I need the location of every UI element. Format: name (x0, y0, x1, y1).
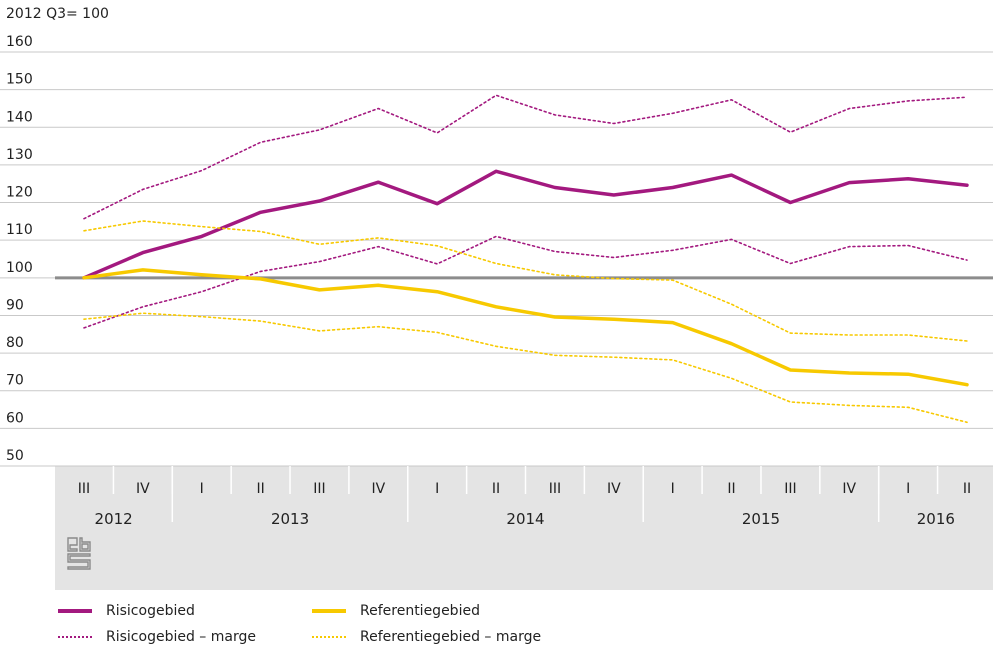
x-tick-label-11: II (727, 481, 735, 497)
x-tick-label-9: IV (607, 481, 621, 497)
x-tick-label-0: III (78, 481, 90, 497)
x-tick-label-13: IV (842, 481, 856, 497)
legend-label-referentiegebied-marge: Referentiegebied – marge (360, 629, 542, 645)
y-tick-label-160: 160 (6, 34, 33, 50)
series-line-risicogebied-marge-lower (83, 235, 968, 329)
y-tick-label-60: 60 (6, 410, 24, 426)
legend-item-risicogebied-marge: Risicogebied – marge (58, 626, 256, 648)
series-line-risicogebied (82, 169, 969, 280)
year-label-2013: 2013 (271, 510, 309, 528)
series-line-referentiegebied-marge-upper (83, 220, 968, 342)
y-tick-label-150: 150 (6, 72, 33, 88)
series-line-referentiegebied (82, 268, 969, 387)
y-tick-label-100: 100 (6, 260, 33, 276)
y-tick-label-120: 120 (6, 185, 33, 201)
x-tick-label-5: IV (371, 481, 385, 497)
y-tick-label-80: 80 (6, 335, 24, 351)
x-tick-label-15: II (963, 481, 971, 497)
legend: Risicogebied Referentiegebied Risicogebi… (58, 600, 658, 648)
x-tick-label-7: II (492, 481, 500, 497)
legend-item-risicogebied: Risicogebied (58, 600, 195, 622)
series-line-risicogebied-marge-upper (83, 94, 968, 220)
year-label-2016: 2016 (917, 510, 955, 528)
x-tick-label-10: I (671, 481, 675, 497)
year-label-2012: 2012 (95, 510, 133, 528)
x-tick-label-4: III (313, 481, 325, 497)
x-tick-label-8: III (549, 481, 561, 497)
legend-swatch-referentiegebied-marge (312, 636, 346, 638)
x-tick-label-12: III (784, 481, 796, 497)
series-line-referentiegebied-marge-lower (83, 312, 968, 424)
x-tick-label-3: II (256, 481, 264, 497)
x-tick-label-1: IV (136, 481, 150, 497)
x-tick-label-14: I (906, 481, 910, 497)
x-tick-label-6: I (435, 481, 439, 497)
legend-label-risicogebied: Risicogebied (106, 603, 195, 619)
y-axis-unit-label: 2012 Q3= 100 (6, 6, 109, 22)
legend-swatch-referentiegebied (312, 609, 346, 613)
legend-swatch-risicogebied-marge (58, 636, 92, 638)
year-label-2014: 2014 (506, 510, 544, 528)
y-tick-label-70: 70 (6, 373, 24, 389)
legend-swatch-risicogebied (58, 609, 92, 613)
cbs-logo-icon (67, 537, 91, 570)
y-tick-label-140: 140 (6, 109, 33, 125)
legend-item-referentiegebied-marge: Referentiegebied – marge (312, 626, 541, 648)
year-label-2015: 2015 (742, 510, 780, 528)
y-tick-label-110: 110 (6, 222, 33, 238)
y-tick-label-90: 90 (6, 297, 24, 313)
y-tick-label-130: 130 (6, 147, 33, 163)
legend-label-referentiegebied: Referentiegebied (360, 603, 480, 619)
y-tick-label-50: 50 (6, 448, 24, 464)
legend-label-risicogebied-marge: Risicogebied – marge (106, 629, 256, 645)
x-tick-label-2: I (200, 481, 204, 497)
legend-item-referentiegebied: Referentiegebied (312, 600, 480, 622)
category-band (55, 466, 993, 590)
